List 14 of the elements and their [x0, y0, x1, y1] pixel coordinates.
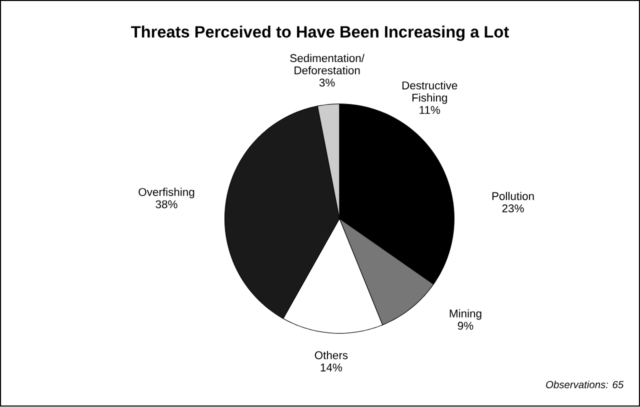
slice-label: Pollution: [492, 192, 534, 200]
slice-label: Overfishing: [138, 188, 194, 198]
data-label: 9%: [458, 322, 474, 330]
data-label: 3%: [319, 78, 335, 87]
data-label: 23%: [502, 204, 524, 213]
chart-title: Threats Perceived to Have Been Increasing a Lot: [131, 26, 509, 42]
data-label: 14%: [320, 364, 342, 372]
slice-label: Destructive Fishing: [402, 81, 458, 104]
data-label: 38%: [156, 200, 178, 208]
slice-label: Others: [314, 351, 348, 360]
slice-label: Sedimentation/ Deforestation: [290, 54, 364, 75]
data-label: 11%: [420, 106, 440, 114]
slice-label: Mining: [450, 309, 482, 320]
text: Observations: 65: [546, 380, 624, 388]
